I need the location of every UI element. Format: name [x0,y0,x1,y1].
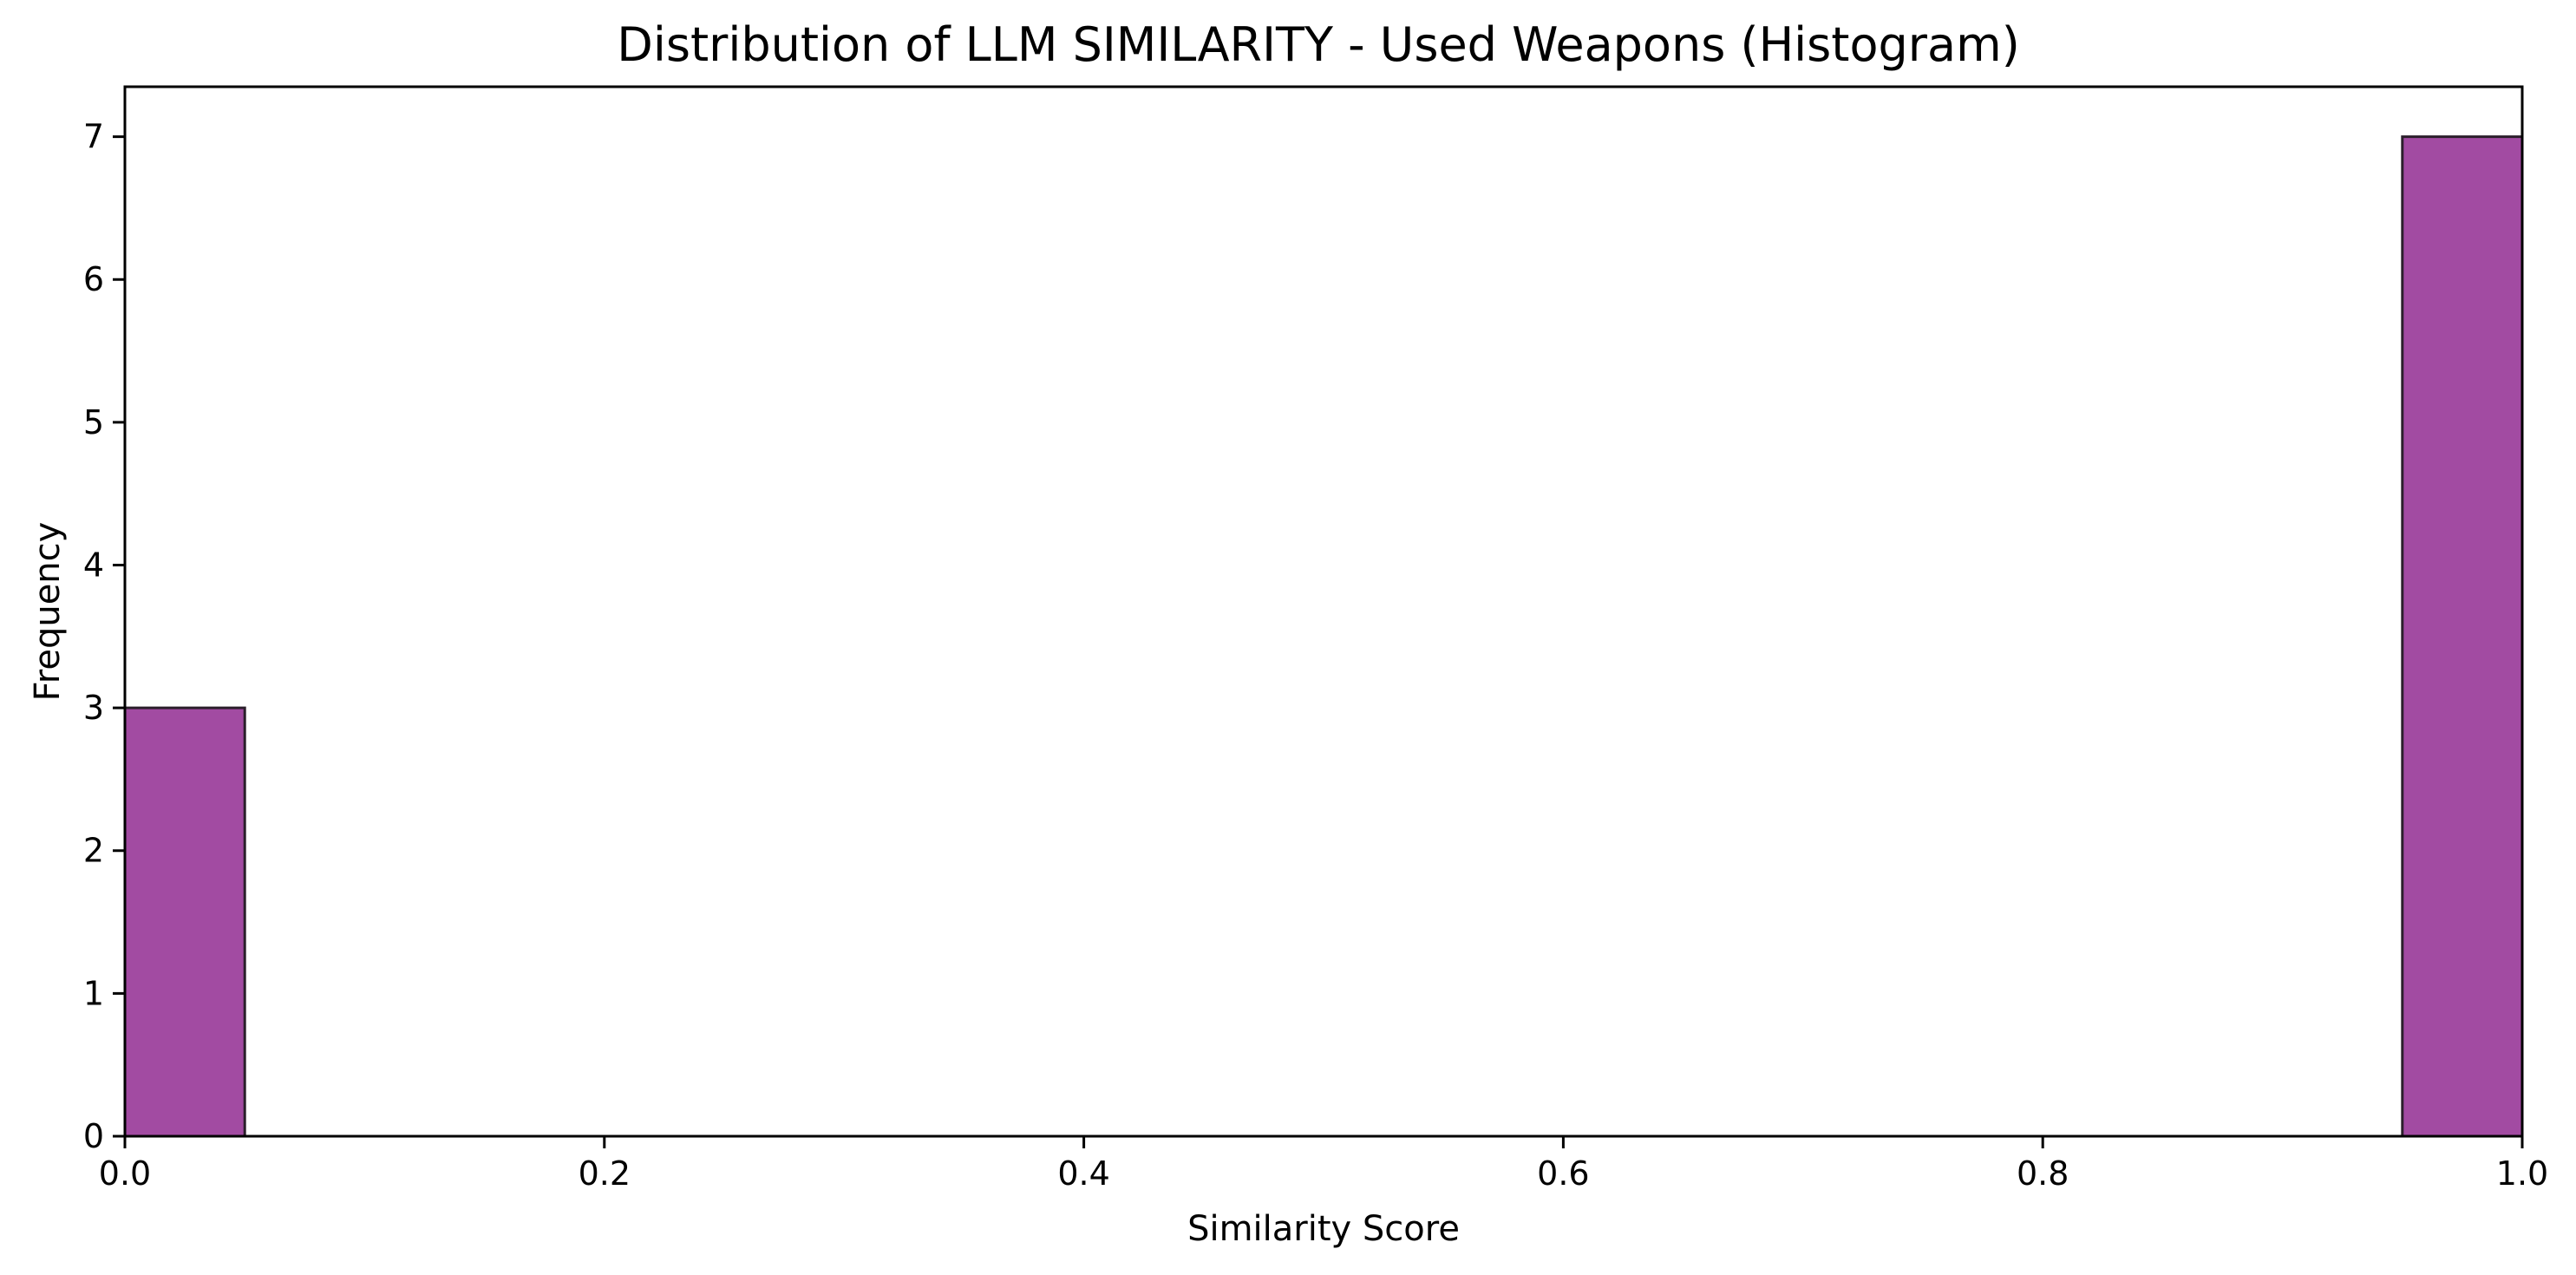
y-tick-label-5: 5 [83,403,104,441]
y-tick-label-0: 0 [83,1117,104,1155]
x-tick-label-4: 0.8 [2017,1154,2069,1193]
x-tick-label-1: 0.2 [579,1154,631,1193]
x-axis-label: Similarity Score [1187,1209,1460,1249]
x-tick-label-2: 0.4 [1057,1154,1109,1193]
y-tick-label-4: 4 [83,546,104,584]
y-tick-label-1: 1 [83,974,104,1012]
x-tick-label-5: 1.0 [2496,1154,2548,1193]
plot-frame [123,85,2524,1138]
bars-group [123,135,2524,1138]
y-tick-label-7: 7 [83,118,104,156]
y-axis-ticks: 0 1 2 3 4 5 6 7 [83,118,125,1155]
x-axis-ticks: 0.0 0.2 0.4 0.6 0.8 1.0 [99,1136,2548,1193]
y-axis-label: Frequency [28,522,68,702]
y-tick-label-3: 3 [83,689,104,727]
chart-title: Distribution of LLM SIMILARITY - Used We… [617,17,2020,72]
y-tick-label-2: 2 [83,832,104,870]
x-tick-label-0: 0.0 [99,1154,151,1193]
histogram-bar-1 [2401,135,2524,1138]
x-tick-label-3: 0.6 [1537,1154,1589,1193]
histogram-bar-0 [123,706,246,1138]
y-tick-label-6: 6 [83,260,104,298]
